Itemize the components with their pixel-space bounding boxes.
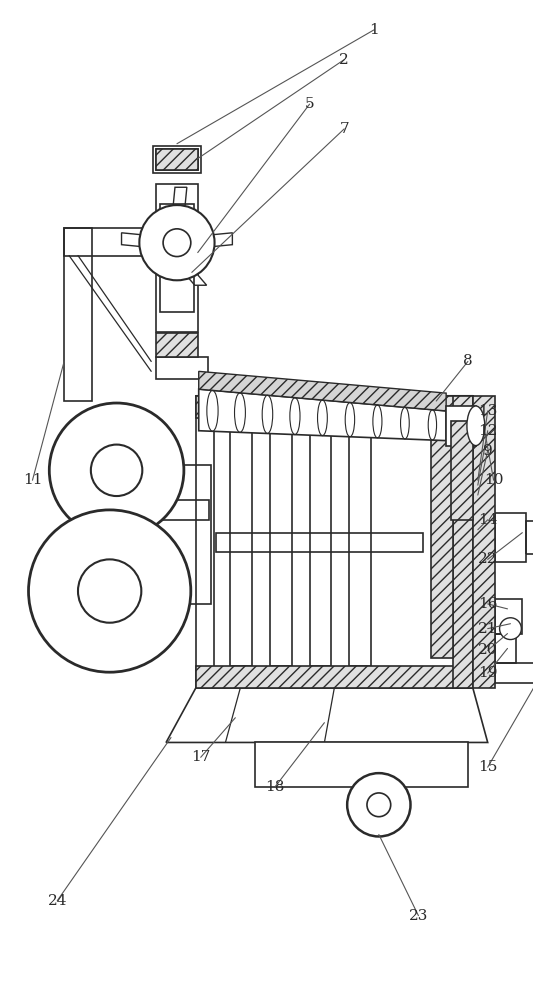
Text: 10: 10 bbox=[484, 473, 503, 487]
Text: 24: 24 bbox=[48, 894, 67, 908]
Text: 12: 12 bbox=[478, 424, 497, 438]
Polygon shape bbox=[199, 371, 446, 411]
Text: 14: 14 bbox=[478, 513, 497, 527]
Circle shape bbox=[139, 205, 214, 280]
Text: 9: 9 bbox=[483, 444, 493, 458]
Polygon shape bbox=[122, 233, 162, 249]
Bar bbox=[82, 500, 209, 520]
Text: 11: 11 bbox=[23, 473, 42, 487]
Bar bbox=[453, 396, 473, 688]
Bar bbox=[153, 146, 200, 173]
Circle shape bbox=[28, 510, 191, 672]
Circle shape bbox=[91, 445, 143, 496]
Polygon shape bbox=[192, 233, 233, 249]
Bar bbox=[446, 406, 476, 446]
Text: 20: 20 bbox=[478, 643, 497, 657]
Bar bbox=[156, 149, 198, 170]
Circle shape bbox=[163, 229, 191, 257]
Bar bbox=[156, 333, 198, 357]
Text: 7: 7 bbox=[339, 122, 349, 136]
Text: 16: 16 bbox=[478, 597, 497, 611]
Polygon shape bbox=[199, 389, 446, 441]
Circle shape bbox=[78, 559, 142, 623]
Bar bbox=[526, 521, 536, 554]
Bar bbox=[196, 396, 213, 688]
Text: 8: 8 bbox=[463, 354, 473, 368]
Text: 5: 5 bbox=[305, 97, 315, 111]
Bar bbox=[215, 533, 423, 552]
Text: 21: 21 bbox=[478, 622, 497, 636]
Bar bbox=[64, 228, 92, 401]
Bar bbox=[156, 465, 211, 604]
Circle shape bbox=[49, 403, 184, 538]
Bar bbox=[196, 666, 473, 688]
Bar bbox=[230, 418, 252, 666]
Bar bbox=[310, 418, 331, 666]
Ellipse shape bbox=[467, 406, 485, 446]
Bar bbox=[495, 634, 516, 663]
Polygon shape bbox=[171, 258, 207, 285]
Text: 13: 13 bbox=[478, 404, 497, 418]
Bar bbox=[431, 426, 453, 658]
Circle shape bbox=[500, 618, 522, 640]
Bar bbox=[156, 357, 207, 379]
Polygon shape bbox=[171, 187, 187, 228]
Bar bbox=[270, 418, 292, 666]
Bar bbox=[156, 184, 198, 332]
Text: 18: 18 bbox=[265, 780, 285, 794]
Circle shape bbox=[347, 773, 411, 836]
Bar bbox=[349, 418, 371, 666]
Text: 22: 22 bbox=[478, 552, 497, 566]
Text: 19: 19 bbox=[478, 666, 497, 680]
Text: 2: 2 bbox=[339, 53, 349, 67]
Bar bbox=[495, 599, 523, 634]
Bar bbox=[64, 228, 156, 256]
Text: 15: 15 bbox=[478, 760, 497, 774]
Text: 1: 1 bbox=[369, 23, 379, 37]
Text: 17: 17 bbox=[191, 750, 211, 764]
Bar bbox=[451, 421, 473, 520]
Bar bbox=[156, 149, 198, 170]
Bar bbox=[196, 396, 473, 418]
Bar bbox=[495, 513, 526, 562]
Polygon shape bbox=[166, 688, 488, 742]
Bar bbox=[160, 204, 194, 312]
Text: 23: 23 bbox=[409, 909, 428, 923]
Bar bbox=[495, 663, 536, 683]
Bar bbox=[255, 742, 468, 787]
Bar bbox=[473, 396, 495, 688]
Circle shape bbox=[367, 793, 391, 817]
